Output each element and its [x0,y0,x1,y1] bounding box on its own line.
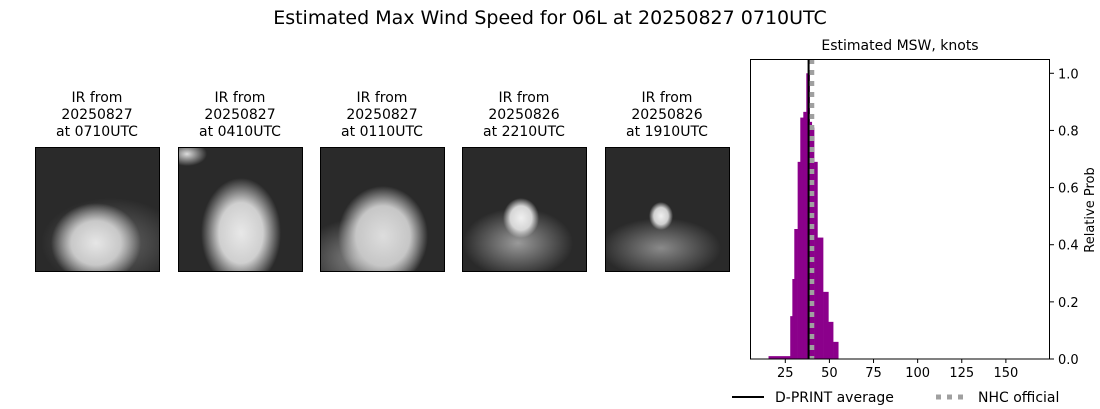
histogram-bar [790,316,793,359]
histogram-bar [803,111,807,359]
ir-panel-title: IR from 20250827 at 0410UTC [170,90,310,141]
ir-title-line: IR from [71,90,123,106]
ir-title-line: IR from [356,90,408,106]
histogram-bar [800,117,804,359]
x-tick-label: 50 [821,366,838,381]
chart-title: Estimated MSW, knots [821,38,978,54]
ir-title-line: 20250826 [488,107,560,123]
ir-title-line: 20250826 [631,107,703,123]
histogram-bar [828,321,834,359]
ir-title-line: at 1910UTC [626,124,708,140]
y-tick-label: 0.6 [1058,182,1079,197]
ir-panel-title: IR from 20250827 at 0710UTC [27,90,167,141]
y-tick-label: 0.4 [1058,239,1079,254]
histogram-bar [809,121,813,359]
ir-title-line: 20250827 [346,107,418,123]
ir-satellite-image [320,147,445,272]
y-tick-label: 1.0 [1058,67,1079,82]
ir-title-line: IR from [641,90,693,106]
x-tick-label: 125 [949,366,974,381]
histogram-bar [797,161,801,359]
x-tick-label: 75 [865,366,882,381]
ir-satellite-image [178,147,303,272]
histogram-bar [768,356,791,359]
histogram-bar [814,161,818,359]
ir-panel-title: IR from 20250826 at 2210UTC [454,90,594,141]
ir-title-line: 20250827 [61,107,133,123]
legend: D-PRINT average NHC official [732,390,1059,406]
y-tick-label: 0.0 [1058,353,1079,368]
histogram-bar [817,237,824,359]
ir-satellite-image [605,147,730,272]
ir-satellite-image [35,147,160,272]
legend-dprint-label: D-PRINT average [775,390,894,406]
histogram-bar [823,291,829,359]
ir-title-line: 20250827 [204,107,276,123]
histogram-bar [811,127,815,359]
x-tick-label: 100 [905,366,930,381]
ir-satellite-image [462,147,587,272]
figure-title: Estimated Max Wind Speed for 06L at 2025… [273,7,827,29]
ir-title-line: at 2210UTC [483,124,565,140]
ir-title-line: at 0110UTC [341,124,423,140]
y-tick-label: 0.8 [1058,124,1079,139]
ir-panel-title: IR from 20250827 at 0110UTC [312,90,452,141]
y-axis-label: Relative Prob [1083,167,1098,252]
plot-frame [750,59,1050,360]
ir-title-line: IR from [214,90,266,106]
ir-title-line: at 0410UTC [199,124,281,140]
x-tick-label: 25 [777,366,794,381]
ir-panel-title: IR from 20250826 at 1910UTC [597,90,737,141]
ir-title-line: IR from [498,90,550,106]
y-tick-label: 0.2 [1058,296,1079,311]
histogram-bar [794,229,798,359]
ir-title-line: at 0710UTC [56,124,138,140]
histogram-bar [792,279,795,359]
x-tick-label: 150 [993,366,1018,381]
histogram-bar [833,341,839,359]
legend-nhc-label: NHC official [978,390,1059,406]
